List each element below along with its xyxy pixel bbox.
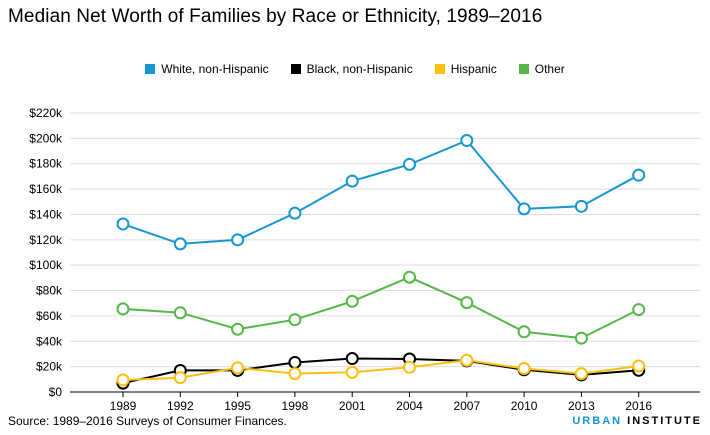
y-tick-label: $220k — [29, 106, 63, 120]
y-tick-label: $160k — [29, 182, 63, 196]
data-point — [173, 371, 187, 385]
data-point — [460, 296, 474, 310]
data-point — [288, 367, 302, 381]
data-point — [116, 373, 130, 387]
data-point — [403, 270, 416, 284]
data-point — [345, 352, 359, 366]
data-point — [345, 294, 359, 308]
data-point — [517, 202, 531, 216]
data-point — [632, 303, 646, 317]
data-point — [517, 362, 531, 376]
legend-swatch-other — [518, 64, 529, 74]
data-point — [574, 367, 588, 381]
data-point — [288, 355, 302, 369]
y-tick-label: $140k — [29, 207, 63, 221]
data-point — [574, 331, 588, 345]
data-point — [632, 359, 646, 373]
x-tick-label: 2001 — [339, 399, 366, 413]
y-tick-label: $0 — [49, 385, 63, 399]
data-point — [288, 313, 302, 327]
y-tick-label: $180k — [29, 157, 63, 171]
data-point — [574, 199, 588, 213]
data-point — [116, 302, 130, 316]
x-tick-label: 2004 — [396, 399, 423, 413]
series-line — [122, 139, 640, 245]
data-point — [231, 361, 245, 375]
data-point — [116, 217, 130, 231]
brand-logo: URBAN INSTITUTE — [572, 415, 702, 427]
series-line — [122, 359, 639, 381]
data-point — [460, 134, 474, 148]
x-tick-label: 2007 — [453, 399, 480, 413]
legend-item-other: Other — [518, 60, 565, 78]
source-note: Source: 1989–2016 Surveys of Consumer Fi… — [8, 414, 287, 428]
data-point — [173, 306, 187, 320]
data-point — [231, 233, 245, 247]
data-point — [460, 353, 474, 367]
legend: White, non-Hispanic Black, non-Hispanic … — [0, 60, 710, 78]
legend-label-other: Other — [534, 62, 565, 76]
chart-title: Median Net Worth of Families by Race or … — [8, 6, 543, 27]
x-tick-label: 1989 — [110, 399, 137, 413]
brand-part1: URBAN — [572, 415, 623, 427]
legend-swatch-black — [290, 64, 301, 74]
data-point — [345, 365, 359, 379]
data-point — [632, 168, 646, 182]
legend-label-white: White, non-Hispanic — [161, 62, 269, 76]
legend-swatch-hispanic — [434, 64, 445, 74]
brand-part2: INSTITUTE — [627, 415, 702, 427]
data-point — [403, 157, 416, 171]
y-tick-label: $200k — [29, 131, 63, 145]
legend-item-white: White, non-Hispanic — [145, 60, 269, 78]
y-tick-label: $100k — [29, 258, 63, 272]
x-tick-label: 2013 — [568, 399, 595, 413]
y-tick-label: $60k — [36, 309, 63, 323]
data-point — [288, 206, 302, 220]
x-tick-label: 1995 — [224, 399, 251, 413]
x-tick-label: 1998 — [282, 399, 309, 413]
x-tick-label: 1992 — [167, 399, 194, 413]
y-tick-label: $40k — [36, 334, 63, 348]
x-tick-label: 2010 — [511, 399, 538, 413]
legend-label-hispanic: Hispanic — [450, 62, 497, 76]
series-line — [122, 357, 639, 385]
data-point — [517, 325, 531, 339]
legend-item-black: Black, non-Hispanic — [290, 60, 413, 78]
legend-label-black: Black, non-Hispanic — [306, 62, 413, 76]
data-point — [231, 322, 245, 336]
series-line — [122, 276, 640, 340]
y-tick-label: $80k — [36, 284, 63, 298]
legend-swatch-white — [145, 64, 156, 74]
x-tick-label: 2016 — [625, 399, 652, 413]
legend-item-hispanic: Hispanic — [434, 60, 497, 78]
y-tick-label: $20k — [36, 360, 63, 374]
data-point — [173, 237, 187, 251]
y-tick-label: $120k — [29, 233, 63, 247]
data-point — [403, 360, 416, 374]
data-point — [345, 174, 359, 188]
